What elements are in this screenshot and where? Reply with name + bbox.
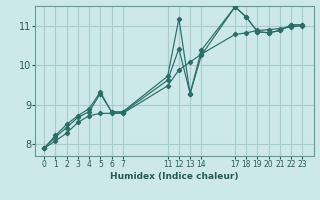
X-axis label: Humidex (Indice chaleur): Humidex (Indice chaleur) [110,172,239,181]
